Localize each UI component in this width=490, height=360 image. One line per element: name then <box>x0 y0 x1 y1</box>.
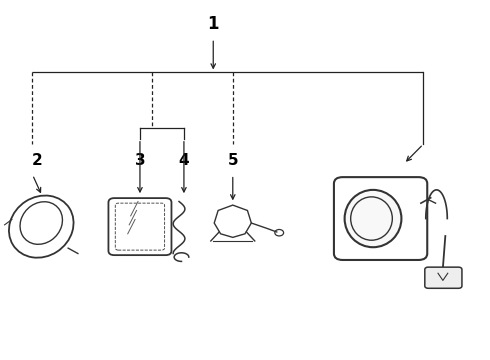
Text: 1: 1 <box>207 15 219 33</box>
Text: 4: 4 <box>179 153 189 168</box>
Ellipse shape <box>344 190 401 247</box>
Text: 2: 2 <box>32 153 43 168</box>
FancyBboxPatch shape <box>425 267 462 288</box>
Text: 5: 5 <box>227 153 238 168</box>
Text: 3: 3 <box>135 153 145 168</box>
